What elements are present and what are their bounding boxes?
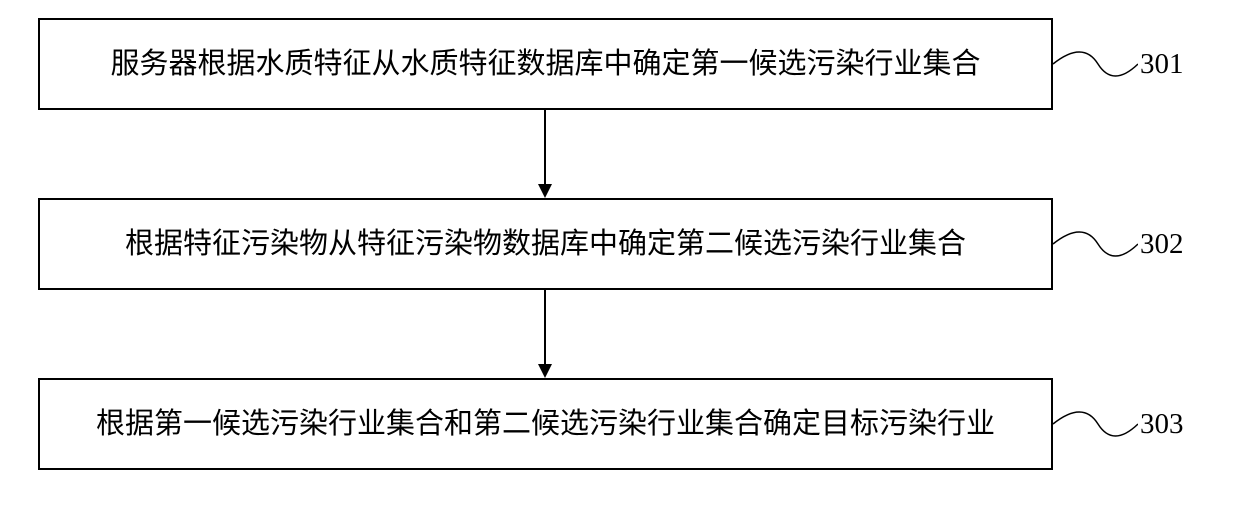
leader-line-step3 [1053, 402, 1138, 452]
leader-line-step2 [1053, 222, 1138, 272]
flowchart-node-text: 根据特征污染物从特征污染物数据库中确定第二候选污染行业集合 [125, 224, 966, 265]
flow-arrow-2-3 [538, 290, 552, 378]
flowchart-node-step1: 服务器根据水质特征从水质特征数据库中确定第一候选污染行业集合 [38, 18, 1053, 110]
flowchart-node-step2: 根据特征污染物从特征污染物数据库中确定第二候选污染行业集合 [38, 198, 1053, 290]
step-label-301: 301 [1140, 48, 1184, 81]
flowchart-node-step3: 根据第一候选污染行业集合和第二候选污染行业集合确定目标污染行业 [38, 378, 1053, 470]
step-label-303: 303 [1140, 408, 1184, 441]
flow-arrow-1-2 [538, 110, 552, 198]
step-label-302: 302 [1140, 228, 1184, 261]
flowchart-container: 服务器根据水质特征从水质特征数据库中确定第一候选污染行业集合 301 根据特征污… [0, 0, 1239, 524]
flowchart-node-text: 服务器根据水质特征从水质特征数据库中确定第一候选污染行业集合 [110, 44, 980, 85]
flowchart-node-text: 根据第一候选污染行业集合和第二候选污染行业集合确定目标污染行业 [96, 404, 995, 445]
leader-line-step1 [1053, 42, 1138, 92]
